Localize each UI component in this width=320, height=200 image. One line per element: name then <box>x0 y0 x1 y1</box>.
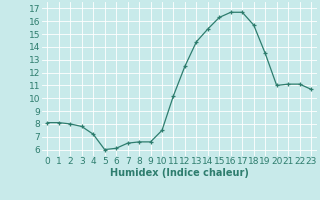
X-axis label: Humidex (Indice chaleur): Humidex (Indice chaleur) <box>110 168 249 178</box>
